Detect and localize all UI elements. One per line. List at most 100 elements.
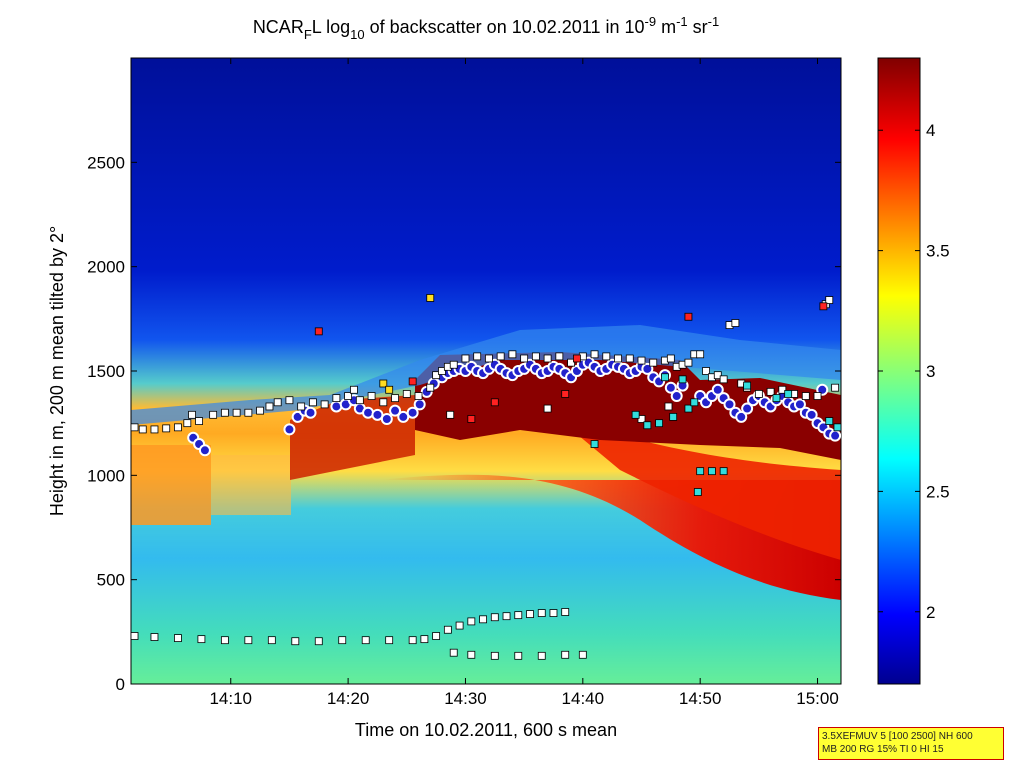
layer-marker-square [432, 632, 441, 640]
layer-marker-square [664, 402, 673, 411]
layer-marker-square [244, 408, 253, 417]
layer-marker-square [637, 415, 646, 423]
cloud-base-point [741, 402, 754, 415]
layer-marker-square [684, 358, 693, 367]
layer-marker-square [379, 398, 388, 407]
layer-marker-square [801, 392, 810, 400]
layer-marker-square [385, 636, 394, 645]
layer-marker-square [138, 425, 147, 434]
layer-marker-square [708, 467, 716, 476]
cloud-base-point [362, 406, 375, 419]
layer-marker-square [183, 419, 192, 428]
layer-marker-square [443, 625, 452, 634]
layer-marker-square [265, 402, 274, 411]
retrieval-markers [131, 294, 841, 660]
layer-marker-square [702, 367, 710, 375]
layer-marker-square [367, 392, 376, 400]
layer-marker-square [426, 383, 435, 392]
cloud-base-point [304, 406, 317, 419]
layer-marker-square [514, 651, 523, 660]
layer-marker-square [320, 400, 329, 409]
layer-marker-square [473, 352, 482, 361]
cloud-base-point [330, 400, 343, 413]
x-tick-label: 14:40 [562, 689, 605, 708]
layer-marker-square [825, 417, 834, 425]
layer-marker-square [831, 383, 840, 392]
x-tick-label: 14:20 [327, 689, 370, 708]
layer-marker-square [731, 319, 740, 327]
layer-marker-square [344, 392, 353, 400]
layer-marker-square [693, 488, 702, 496]
cloud-base-point [805, 408, 818, 421]
layer-marker-square [273, 398, 282, 407]
x-tick-label: 14:30 [444, 689, 487, 708]
layer-marker-square [446, 410, 455, 419]
layer-marker-square [825, 296, 834, 304]
cloud-base-point [371, 408, 384, 421]
cloud-base-point [283, 423, 296, 436]
marker-series-4 [379, 294, 435, 394]
cloud-base-point [735, 410, 748, 423]
y-tick-label: 0 [116, 675, 125, 694]
x-axis: 14:10 14:20 14:30 14:40 14:50 15:00 [209, 58, 839, 708]
x-axis-label: Time on 10.02.2011, 600 s mean [355, 720, 617, 740]
colorbar-ticks: 2 2.5 3 3.5 4 [878, 121, 950, 622]
marker-series-3 [314, 302, 828, 423]
y-tick-label: 2500 [87, 153, 125, 172]
layer-marker-square [772, 394, 781, 403]
colorbar: 2 2.5 3 3.5 4 [877, 57, 950, 685]
colorbar-tick-label: 2 [926, 603, 935, 622]
layer-marker-square [637, 356, 646, 365]
layer-marker-square [520, 354, 529, 363]
layer-marker-square [402, 390, 411, 398]
layer-marker-square [461, 354, 470, 363]
layer-marker-square [778, 385, 787, 394]
plot-area: 0 500 1000 1500 2000 2500 14:10 14:20 14:30 14:4… [87, 57, 842, 708]
layer-marker-square [256, 406, 264, 415]
marker-series-1 [131, 296, 840, 660]
colorbar-tick-label: 3.5 [926, 242, 950, 261]
layer-marker-square [285, 396, 294, 405]
cloud-base-point [406, 406, 419, 419]
layer-marker-square [162, 424, 171, 433]
layer-marker-square [197, 635, 206, 644]
layer-marker-square [220, 636, 229, 645]
layer-marker-square [537, 609, 546, 617]
cloud-base-point [711, 383, 724, 396]
cloud-base-point [664, 381, 677, 394]
layer-marker-square [514, 611, 523, 620]
cloud-base-point [380, 412, 393, 425]
layer-marker-square [309, 398, 317, 407]
layer-marker-square [297, 402, 306, 411]
layer-marker-square [438, 367, 446, 375]
layer-marker-square [719, 375, 728, 384]
y-tick-label: 500 [97, 571, 125, 590]
settings-info-box: 3.5XEFMUV 5 [100 2500] NH 600 MB 200 RG … [818, 727, 1004, 760]
layer-marker-square [561, 650, 570, 659]
y-tick-label: 2000 [87, 258, 125, 277]
colorbar-tick-label: 4 [926, 121, 935, 140]
layer-marker-square [684, 312, 693, 321]
layer-marker-square [531, 352, 540, 361]
colorbar-gradient [877, 57, 921, 685]
info-line-1: 3.5XEFMUV 5 [100 2500] NH 600 [822, 731, 973, 742]
layer-marker-square [449, 360, 458, 369]
layer-marker-square [408, 636, 417, 645]
layer-marker-square [602, 352, 611, 361]
x-tick-label: 14:10 [209, 689, 252, 708]
layer-marker-square [379, 379, 388, 388]
layer-marker-square [150, 425, 159, 434]
layer-marker-square [361, 636, 370, 645]
x-tick-label: 14:50 [679, 689, 722, 708]
layer-marker-square [543, 404, 552, 413]
layer-marker-square [590, 440, 599, 448]
layer-marker-square [332, 394, 341, 403]
layer-marker-square [819, 302, 828, 311]
layer-marker-square [573, 354, 581, 363]
layer-marker-square [479, 615, 487, 624]
layer-marker-square [713, 371, 722, 380]
cloud-base-point [793, 398, 806, 411]
layer-marker-square [719, 467, 728, 476]
layer-marker-square [496, 352, 505, 361]
y-axis: 0 500 1000 1500 2000 2500 [87, 153, 841, 694]
